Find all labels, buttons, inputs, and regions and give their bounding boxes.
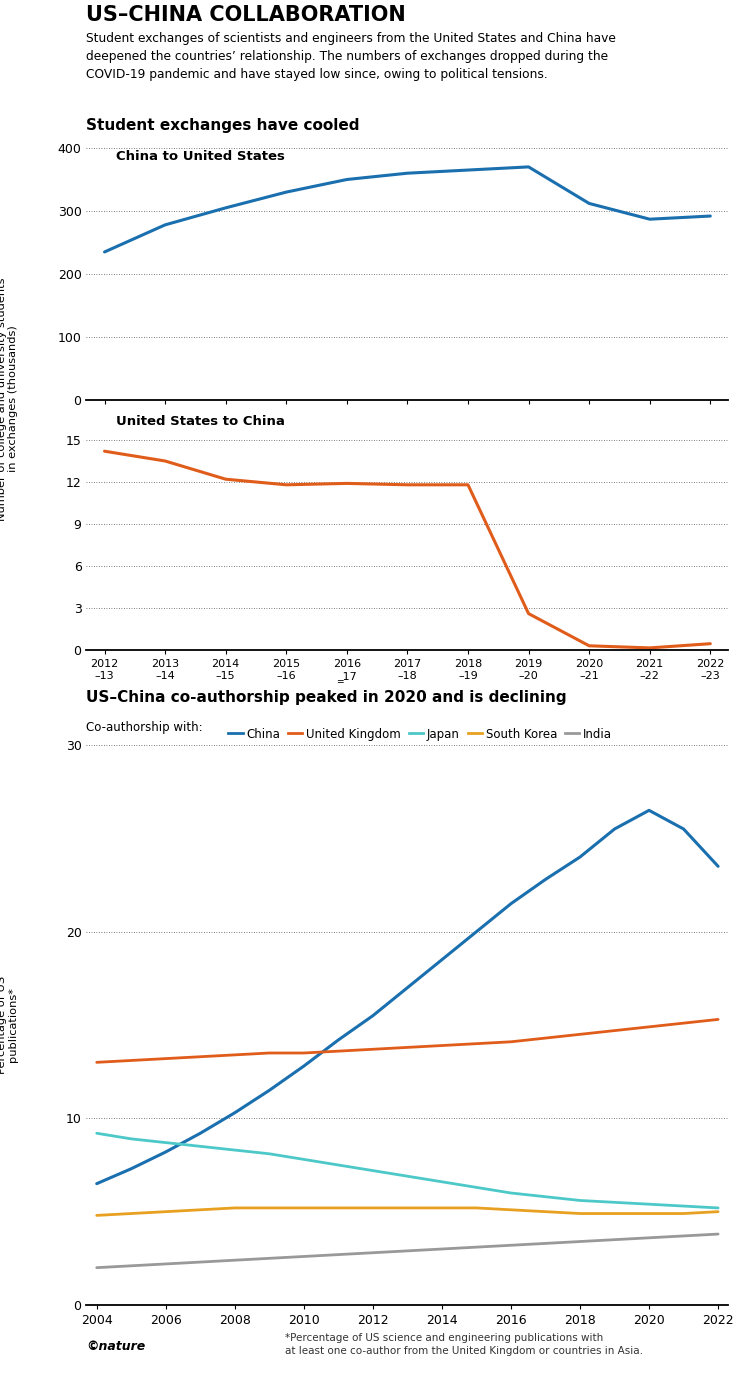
Legend: China, United Kingdom, Japan, South Korea, India: China, United Kingdom, Japan, South Kore… bbox=[224, 723, 617, 745]
Text: China to United States: China to United States bbox=[116, 150, 285, 163]
Text: *Percentage of US science and engineering publications with
at least one co-auth: *Percentage of US science and engineerin… bbox=[285, 1333, 644, 1356]
Text: US–China co-authorship peaked in 2020 and is declining: US–China co-authorship peaked in 2020 an… bbox=[86, 690, 567, 706]
Text: United States to China: United States to China bbox=[116, 415, 285, 429]
Text: US–CHINA COLLABORATION: US–CHINA COLLABORATION bbox=[86, 6, 406, 25]
Text: Student exchanges have cooled: Student exchanges have cooled bbox=[86, 119, 360, 134]
Text: Number of college and university students
in exchanges (thousands): Number of college and university student… bbox=[0, 277, 18, 521]
Text: Percentage of US
publications*: Percentage of US publications* bbox=[0, 976, 18, 1073]
Text: ©nature: ©nature bbox=[86, 1339, 146, 1353]
Text: Student exchanges of scientists and engineers from the United States and China h: Student exchanges of scientists and engi… bbox=[86, 32, 617, 81]
Text: Co-authorship with:: Co-authorship with: bbox=[86, 722, 203, 734]
